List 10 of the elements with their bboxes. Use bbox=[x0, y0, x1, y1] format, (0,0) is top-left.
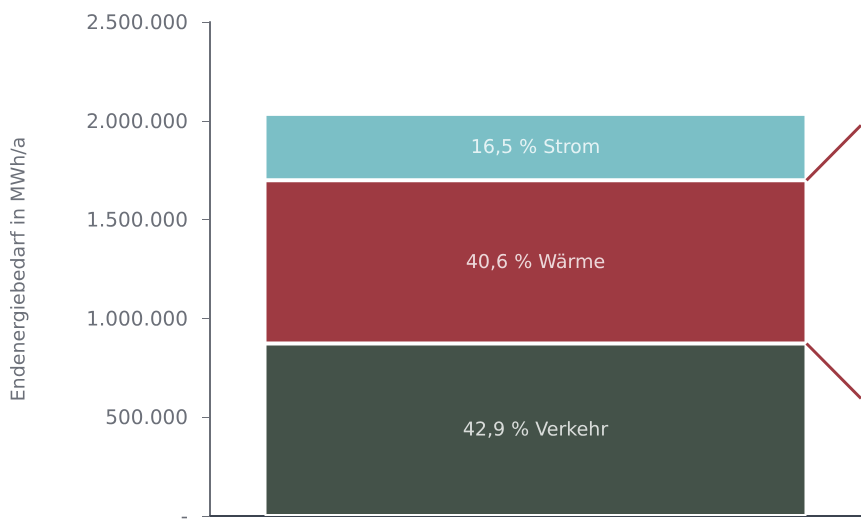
y-axis-title: Endenergiebedarf in MWh/a bbox=[8, 136, 30, 402]
annotation: 16,5 % Strom bbox=[470, 136, 600, 158]
y-tick-label: 2.000.000 bbox=[86, 108, 188, 133]
y-tick-label: 1.500.000 bbox=[86, 208, 188, 232]
y-tick-label: 2.500.000 bbox=[86, 10, 188, 34]
y-tick-label: 1.000.000 bbox=[86, 306, 188, 330]
y-tick-label: - bbox=[180, 504, 188, 526]
y-tick-label: 500.000 bbox=[105, 405, 188, 430]
annotation: 42,9 % Verkehr bbox=[462, 418, 608, 441]
annotation: 40,6 % Wärme bbox=[466, 250, 606, 273]
